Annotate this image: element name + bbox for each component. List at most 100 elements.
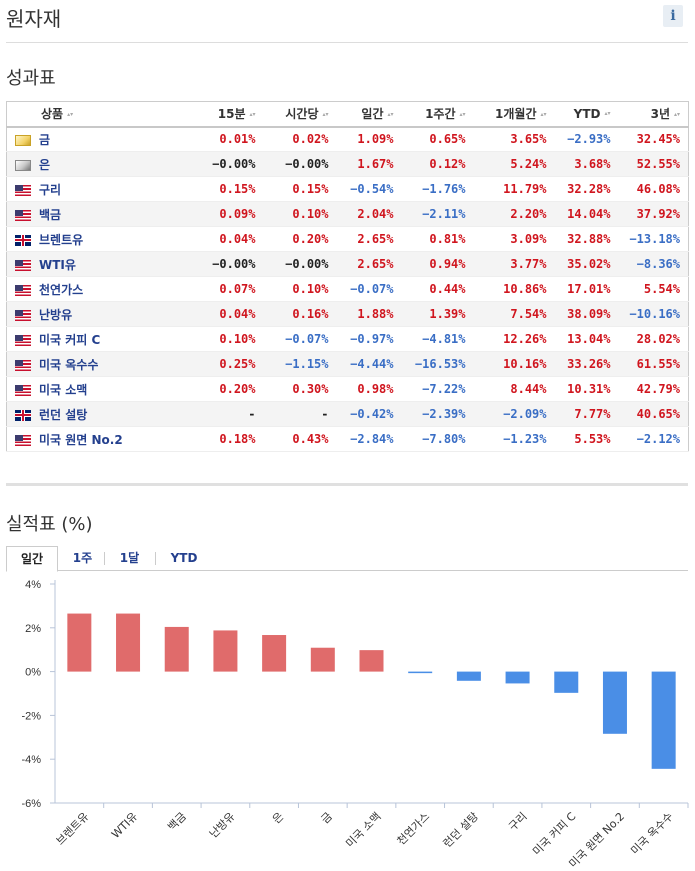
commodity-link[interactable]: 금 <box>39 132 51 147</box>
tab-0[interactable]: 일간 <box>6 546 58 572</box>
commodity-link[interactable]: WTI유 <box>39 257 76 272</box>
commodity-cell: 금 <box>6 126 187 152</box>
commodity-link[interactable]: 천연가스 <box>39 282 84 297</box>
value-cell: −2.09% <box>473 401 555 427</box>
value-cell: 5.54% <box>618 276 689 302</box>
commodity-link[interactable]: 미국 소맥 <box>39 382 88 397</box>
us-flag-icon <box>15 209 31 221</box>
value-cell: 40.65% <box>618 401 689 427</box>
x-tick-label: 미국 옥수수 <box>628 810 675 857</box>
column-header[interactable]: 3년 <box>618 101 689 128</box>
commodity-link[interactable]: 난방유 <box>39 307 73 322</box>
us-flag-icon <box>15 284 31 296</box>
us-flag-icon <box>15 259 31 271</box>
value-cell: 0.10% <box>186 326 264 352</box>
bar-chart: 4% 2% 0% -2% -4% -6% 브렌트유 WTI유 백금 난방유 은 금 미국 소맥 천연가스 런… <box>21 579 689 871</box>
commodity-cell: 은 <box>6 151 187 177</box>
value-cell: 3.09% <box>473 226 555 252</box>
value-cell: −16.53% <box>401 351 474 377</box>
table-row: 런던 설탕 - - −0.42% −2.39% −2.09% 7.77% 40.65% <box>6 401 689 427</box>
value-cell: 0.81% <box>401 226 474 252</box>
column-header[interactable]: 상품 <box>6 101 187 128</box>
value-cell: 11.79% <box>473 176 555 202</box>
value-cell: 1.67% <box>336 151 402 177</box>
silver-flag-icon <box>15 159 31 171</box>
value-cell: −0.00% <box>186 151 264 177</box>
commodity-cell: 천연가스 <box>6 276 187 302</box>
commodity-link[interactable]: 백금 <box>39 207 62 222</box>
value-cell: −0.07% <box>336 276 402 302</box>
column-header[interactable]: 1개월간 <box>473 101 555 128</box>
value-cell: −0.42% <box>336 401 402 427</box>
value-cell: 2.65% <box>336 226 402 252</box>
value-cell: 32.88% <box>554 226 619 252</box>
column-header[interactable]: 1주간 <box>401 101 474 128</box>
tab-3[interactable]: YTD <box>170 551 198 565</box>
chart-tabs: 일간 1주 1달 YTD <box>6 546 688 572</box>
bar <box>164 626 189 672</box>
value-cell: −10.16% <box>618 301 689 327</box>
value-cell: 0.20% <box>263 226 337 252</box>
y-tick-label: 0% <box>25 667 41 679</box>
value-cell: 0.44% <box>401 276 474 302</box>
bar <box>116 613 141 672</box>
x-tick-label: 런던 설탕 <box>441 810 481 850</box>
info-icon[interactable]: i <box>663 5 683 27</box>
bar <box>262 635 287 672</box>
value-cell: 0.15% <box>186 176 264 202</box>
commodity-link[interactable]: 런던 설탕 <box>39 407 88 422</box>
value-cell: 0.04% <box>186 226 264 252</box>
divider <box>6 42 688 43</box>
table-row: 천연가스 0.07% 0.10% −0.07% 0.44% 10.86% 17.01% 5.5… <box>6 276 689 302</box>
table-row: 은 −0.00% −0.00% 1.67% 0.12% 5.24% 3.68% 52.55% <box>6 151 689 177</box>
y-tick-label: -4% <box>21 754 41 766</box>
table-row: 미국 원면 No.2 0.18% 0.43% −2.84% −7.80% −1.23% 5.… <box>6 426 689 452</box>
value-cell: 1.88% <box>336 301 402 327</box>
x-tick-label: 은 <box>270 810 286 826</box>
value-cell: 0.04% <box>186 301 264 327</box>
column-header[interactable]: 시간당 <box>263 101 337 128</box>
value-cell: 32.28% <box>554 176 619 202</box>
value-cell: 0.02% <box>263 126 337 152</box>
value-cell: 3.77% <box>473 251 555 277</box>
value-cell: 0.15% <box>263 176 337 202</box>
value-cell: - <box>186 401 264 427</box>
x-tick-label: 금 <box>319 810 335 826</box>
value-cell: −0.00% <box>186 251 264 277</box>
commodity-cell: 런던 설탕 <box>6 401 187 427</box>
column-header[interactable]: 일간 <box>336 101 402 128</box>
uk-flag-icon <box>15 409 31 421</box>
value-cell: 10.31% <box>554 376 619 402</box>
tab-1[interactable]: 1주 <box>72 551 93 565</box>
tab-2[interactable]: 1달 <box>119 551 140 565</box>
value-cell: −1.76% <box>401 176 474 202</box>
us-flag-icon <box>15 434 31 446</box>
commodity-link[interactable]: 미국 커피 C <box>39 332 101 347</box>
commodity-link[interactable]: 미국 옥수수 <box>39 357 99 372</box>
value-cell: −1.15% <box>263 351 337 377</box>
page-title: 원자재 <box>6 7 62 31</box>
bar <box>456 671 481 681</box>
value-cell: 42.79% <box>618 376 689 402</box>
x-tick-label: WTI유 <box>109 810 140 841</box>
column-header[interactable]: YTD <box>554 101 619 128</box>
value-cell: −8.36% <box>618 251 689 277</box>
column-header[interactable]: 15분 <box>186 101 264 128</box>
value-cell: 0.94% <box>401 251 474 277</box>
value-cell: −1.23% <box>473 426 555 452</box>
commodity-link[interactable]: 미국 원면 No.2 <box>39 432 123 447</box>
commodity-link[interactable]: 브렌트유 <box>39 232 84 247</box>
commodity-link[interactable]: 구리 <box>39 182 62 197</box>
bar <box>213 630 238 672</box>
y-tick-label: 4% <box>25 579 41 591</box>
value-cell: −4.81% <box>401 326 474 352</box>
value-cell: 3.65% <box>473 126 555 152</box>
value-cell: 38.09% <box>554 301 619 327</box>
commodity-link[interactable]: 은 <box>39 157 51 172</box>
value-cell: −0.00% <box>263 151 337 177</box>
commodity-cell: 미국 커피 C <box>6 326 187 352</box>
value-cell: 0.07% <box>186 276 264 302</box>
table-row: WTI유 −0.00% −0.00% 2.65% 0.94% 3.77% 35.02% −8.… <box>6 251 689 277</box>
value-cell: 3.68% <box>554 151 619 177</box>
value-cell: 7.77% <box>554 401 619 427</box>
